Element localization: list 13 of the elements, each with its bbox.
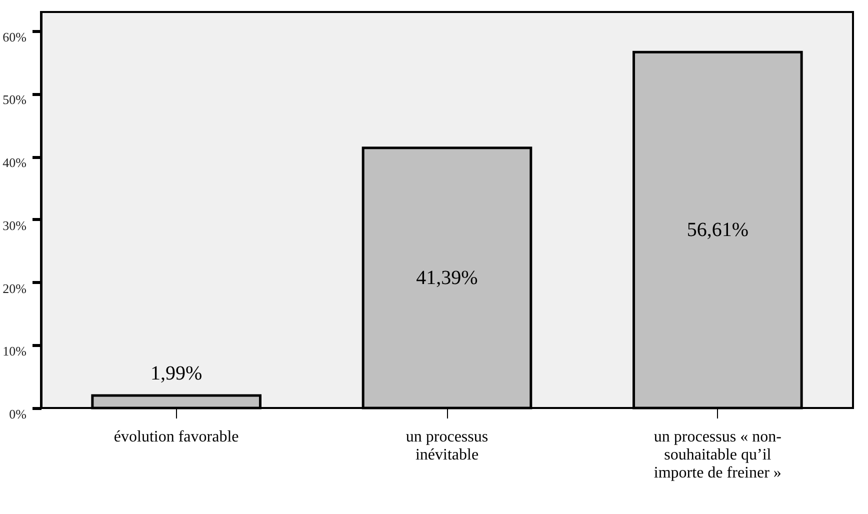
data-label: 41,39% [416, 266, 478, 289]
y-tick-label: 30% [2, 218, 27, 233]
y-tick-label: 10% [2, 344, 27, 359]
y-tick-label: 40% [2, 155, 27, 170]
x-tick-label: un processus inévitable [406, 428, 488, 464]
x-tick-label: un processus « non-souhaitable qu’il importe de freiner » [654, 428, 782, 482]
x-tick-label: évolution favorable [114, 428, 239, 446]
data-label: 1,99% [150, 362, 202, 384]
y-tick-label: 50% [2, 92, 27, 108]
data-label: 56,61% [686, 219, 749, 242]
y-tick-label: 0% [9, 406, 27, 422]
y-tick-label: 20% [2, 280, 27, 296]
y-tick-label: 60% [2, 29, 27, 44]
